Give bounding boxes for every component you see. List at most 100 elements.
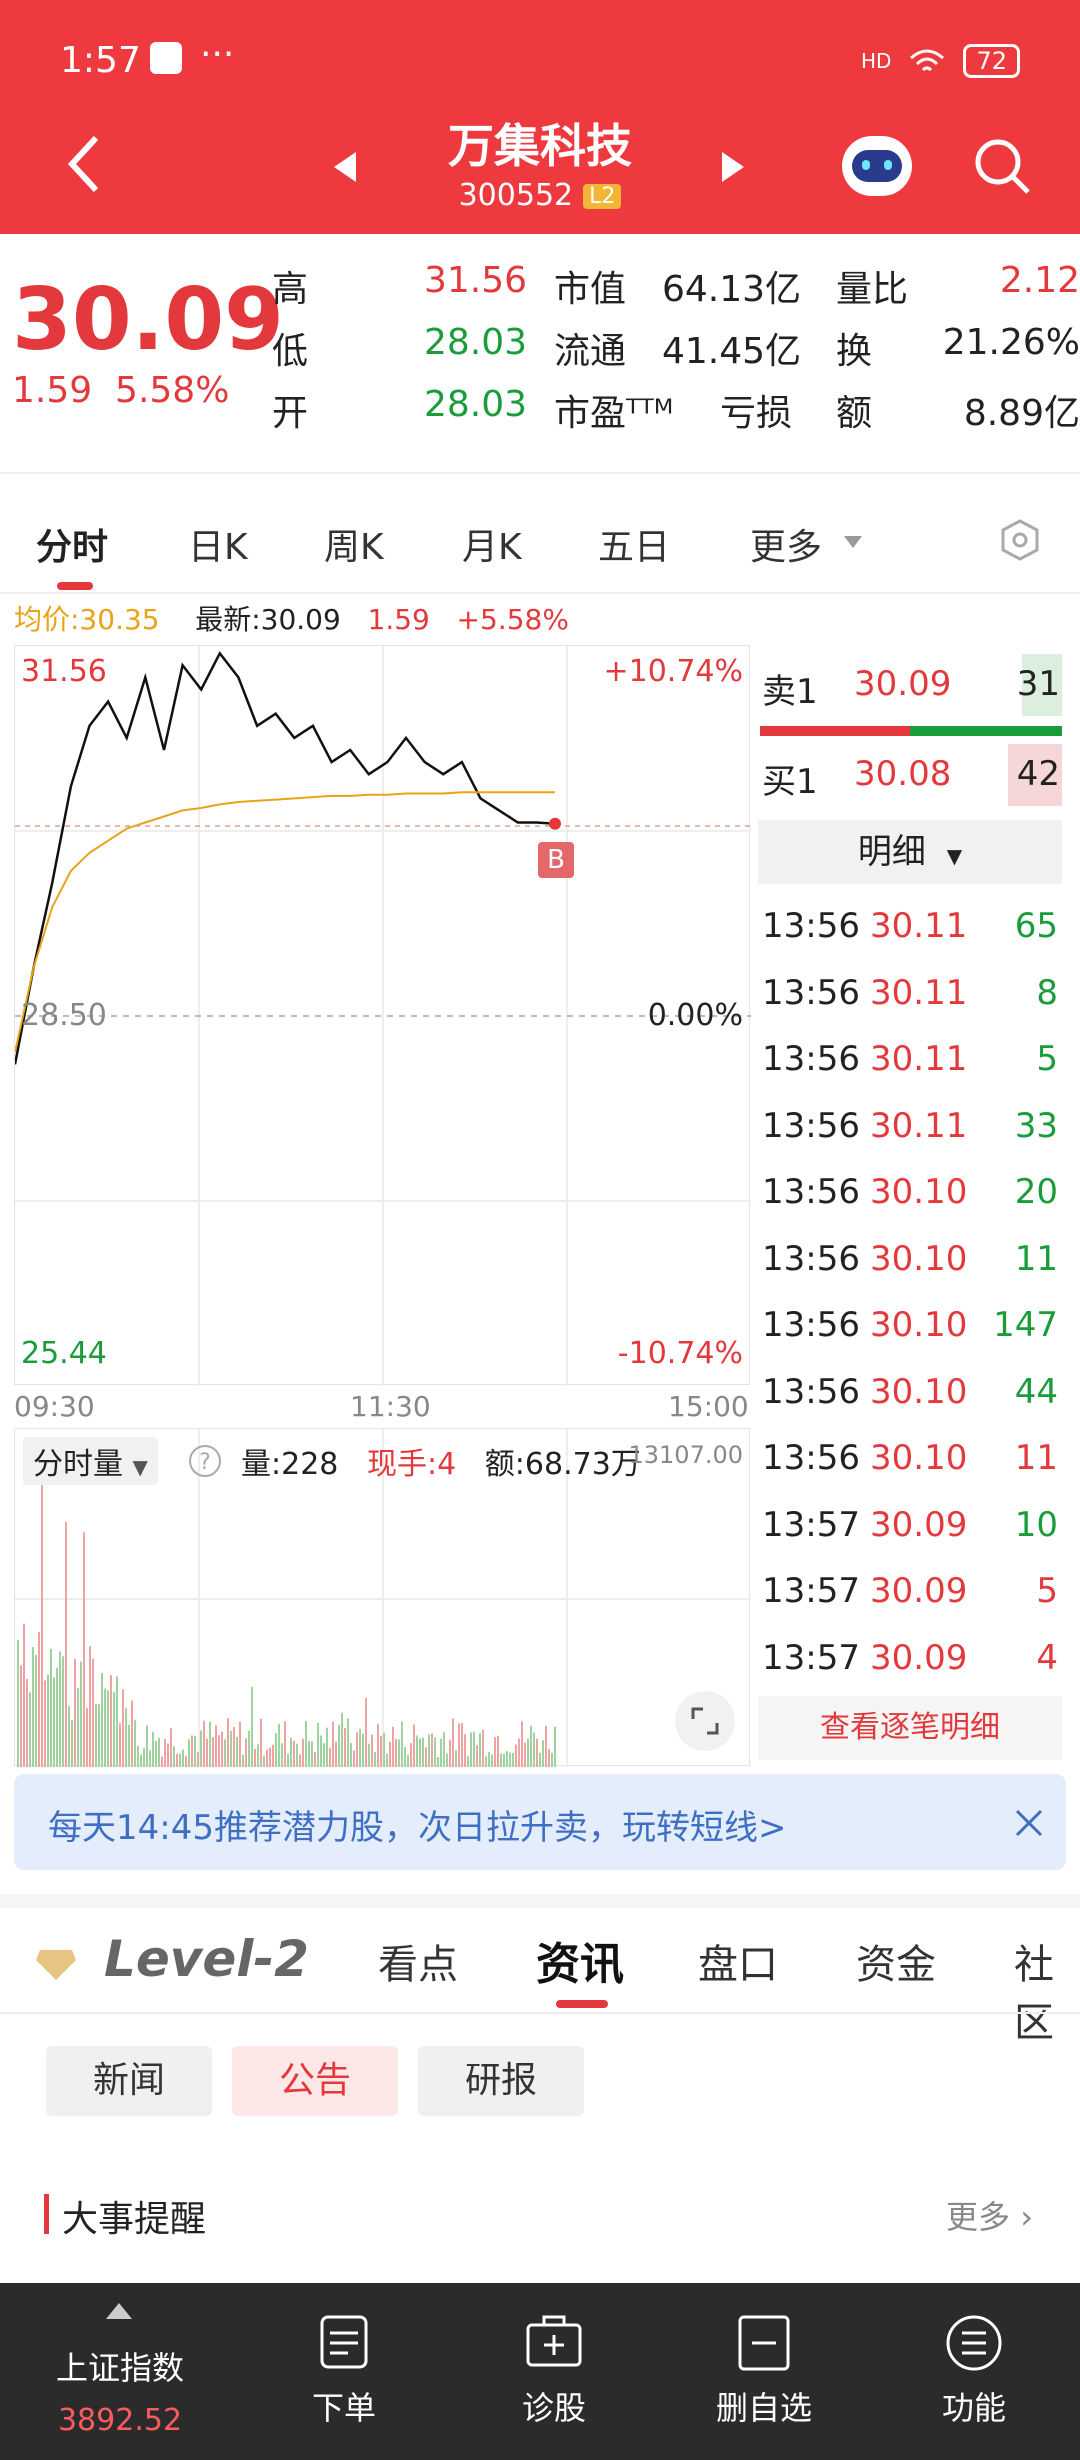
volume-bar — [38, 1632, 40, 1767]
label-amount: 额 — [836, 393, 873, 434]
status-time: 1:57 — [60, 40, 141, 81]
volume-bar — [470, 1732, 472, 1767]
diamond-icon — [36, 1950, 76, 1980]
volume-bar — [191, 1735, 193, 1767]
tab-funds[interactable]: 资金 — [856, 1942, 936, 1988]
volume-bar — [83, 1532, 85, 1767]
volume-bar — [173, 1746, 175, 1767]
detail-label: 明细 — [857, 832, 926, 872]
pill-research[interactable]: 研报 — [418, 2046, 584, 2116]
prev-stock-icon[interactable] — [332, 150, 358, 184]
settings-hex-icon[interactable] — [998, 518, 1042, 562]
search-icon[interactable] — [972, 136, 1032, 196]
next-stock-icon[interactable] — [720, 150, 746, 184]
volume-bar — [464, 1734, 466, 1767]
robot-assistant-icon[interactable] — [842, 136, 912, 196]
nav-functions-label: 功能 — [941, 2389, 1006, 2427]
promo-banner[interactable]: 每天14:45推荐潜力股，次日拉升卖，玩转短线> — [14, 1774, 1066, 1870]
volume-bar — [35, 1654, 37, 1767]
tab-five-day[interactable]: 五日 — [598, 527, 671, 568]
volume-bar — [41, 1467, 43, 1767]
nav-diagnose[interactable]: 诊股 — [454, 2283, 654, 2460]
divider — [0, 472, 1080, 474]
volume-bar — [248, 1730, 250, 1767]
tick-time: 13:56 — [762, 1105, 860, 1146]
pill-news[interactable]: 新闻 — [46, 2046, 212, 2116]
intraday-chart[interactable]: 31.56 +10.74% 28.50 0.00% 25.44 -10.74% … — [14, 645, 751, 1386]
volume-bar — [17, 1640, 19, 1767]
fullscreen-icon[interactable] — [675, 1691, 735, 1751]
volume-bar — [125, 1707, 127, 1767]
tick-qty: 65 — [1014, 906, 1058, 946]
sell-price: 30.09 — [854, 664, 952, 704]
sell-qty-bg — [1022, 654, 1062, 716]
volume-bar — [161, 1756, 163, 1767]
buy-qty: 42 — [1016, 754, 1060, 794]
nav-remove-watchlist[interactable]: 删自选 — [664, 2283, 864, 2460]
volume-bar — [458, 1723, 460, 1767]
label-low: 低 — [272, 331, 309, 372]
volume-bar — [80, 1661, 82, 1767]
volume-bar — [182, 1749, 184, 1767]
volume-chart[interactable]: 分时量 ▼ ? 量:228 现手:4 额:68.73万 13107.00 — [14, 1428, 751, 1767]
volume-bar — [359, 1728, 361, 1767]
chart-change-pct: +5.58% — [456, 603, 569, 636]
pill-announcements[interactable]: 公告 — [232, 2046, 398, 2116]
events-more-link[interactable]: 更多 › — [946, 2192, 1033, 2238]
tab-highlights[interactable]: 看点 — [378, 1942, 458, 1988]
volume-bar — [506, 1751, 508, 1767]
close-icon[interactable] — [1014, 1808, 1044, 1838]
volume-bar — [302, 1738, 304, 1767]
tick-time: 13:57 — [762, 1571, 860, 1611]
tab-daily-k[interactable]: 日K — [188, 527, 248, 568]
volume-bar — [149, 1750, 151, 1767]
bid-ask-ratio-bar — [760, 726, 1062, 736]
volume-bar — [167, 1743, 169, 1767]
view-all-ticks-button[interactable]: 查看逐笔明细 — [758, 1696, 1062, 1760]
volume-bar — [527, 1738, 529, 1767]
tab-monthly-k[interactable]: 月K — [462, 527, 522, 568]
buy-marker[interactable]: B — [538, 842, 574, 878]
tab-community[interactable]: 社区 — [1014, 1942, 1054, 2046]
volume-bar — [221, 1731, 223, 1767]
volume-bar — [530, 1725, 532, 1767]
volume-bar — [344, 1728, 346, 1767]
volume-bar — [524, 1742, 526, 1767]
value-high: 31.56 — [424, 260, 528, 301]
tick-price: 30.10 — [870, 1172, 968, 1212]
quote-row-low: 低 28.03 流通 41.45亿 换 21.26% — [270, 322, 1080, 384]
buy-price: 30.08 — [854, 754, 952, 794]
volume-bar — [164, 1738, 166, 1767]
help-icon[interactable]: ? — [187, 1443, 223, 1479]
tab-intraday[interactable]: 分时 — [36, 527, 109, 568]
sell-label: 卖1 — [762, 672, 818, 712]
tick-time: 13:56 — [762, 1039, 860, 1079]
level2-brand[interactable]: Level-2 — [104, 1930, 309, 1988]
more-dots: ··· — [200, 34, 235, 75]
section-marker — [44, 2194, 49, 2234]
back-icon[interactable] — [64, 134, 104, 194]
volume-bar — [404, 1747, 406, 1767]
volume-bar — [437, 1756, 439, 1767]
value-market-cap: 64.13亿 — [662, 269, 802, 310]
latest-price-label: 最新:30.09 — [195, 603, 341, 636]
menu-icon — [946, 2315, 1002, 2371]
detail-dropdown[interactable]: 明细 ▼ — [758, 820, 1062, 884]
volume-bar — [194, 1735, 196, 1767]
tab-news[interactable]: 资讯 — [536, 1939, 624, 1990]
tick-price: 30.10 — [870, 1305, 968, 1345]
tick-price: 30.11 — [870, 1105, 968, 1146]
volume-bar — [416, 1735, 418, 1767]
volume-type-select[interactable]: 分时量 ▼ — [23, 1437, 158, 1485]
tab-weekly-k[interactable]: 周K — [324, 527, 384, 568]
tick-row: 13:56 30.10 11 — [762, 1231, 1062, 1293]
tab-order-book[interactable]: 盘口 — [698, 1942, 778, 1988]
index-ticker[interactable]: 上证指数 3892.52 — [20, 2283, 220, 2460]
nav-order[interactable]: 下单 — [244, 2283, 444, 2460]
chart-mid-label: 28.50 — [21, 998, 107, 1033]
tab-more[interactable]: 更多 — [750, 527, 823, 568]
volume-bar — [395, 1739, 397, 1767]
volume-chart-svg — [15, 1429, 751, 1767]
nav-functions[interactable]: 功能 — [874, 2283, 1074, 2460]
volume-bar — [110, 1675, 112, 1767]
